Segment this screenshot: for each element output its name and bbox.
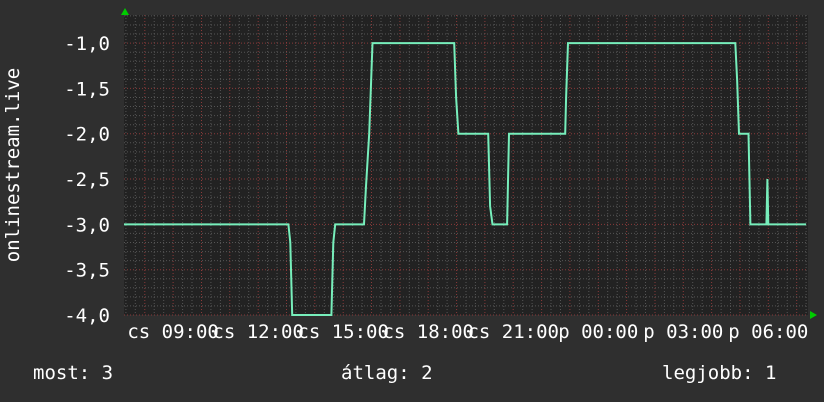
x-axis-arrow-icon <box>810 311 817 319</box>
y-tick-label: -3,0 <box>64 214 110 236</box>
y-tick-label: -2,5 <box>64 169 110 191</box>
x-tick-label: p 00:00 <box>558 321 638 343</box>
x-tick-label: cs 15:00 <box>297 321 389 343</box>
y-axis-arrow-icon <box>121 8 129 15</box>
y-axis-label: onlinestream.live <box>2 68 24 262</box>
series-line <box>124 42 807 316</box>
y-tick-label: -3,5 <box>64 260 110 282</box>
grid <box>124 15 808 316</box>
x-tick-label: cs 09:00 <box>127 321 219 343</box>
y-ticks: -1,0 -1,5 -2,0 -2,5 -3,0 -3,5 -4,0 <box>64 33 110 327</box>
best-value: legjobb: 1 <box>662 362 777 384</box>
y-tick-label: -4,0 <box>64 305 110 327</box>
y-tick-label: -1,5 <box>64 78 110 100</box>
y-tick-label: -2,0 <box>64 124 110 146</box>
x-tick-label: cs 18:00 <box>382 321 474 343</box>
average-value: átlag: 2 <box>341 362 433 384</box>
x-tick-label: cs 12:00 <box>212 321 304 343</box>
x-tick-label: p 03:00 <box>643 321 723 343</box>
current-value: most: 3 <box>33 362 114 384</box>
x-tick-label: p 06:00 <box>728 321 808 343</box>
x-tick-label: cs 21:00 <box>467 321 559 343</box>
y-tick-label: -1,0 <box>64 33 110 55</box>
